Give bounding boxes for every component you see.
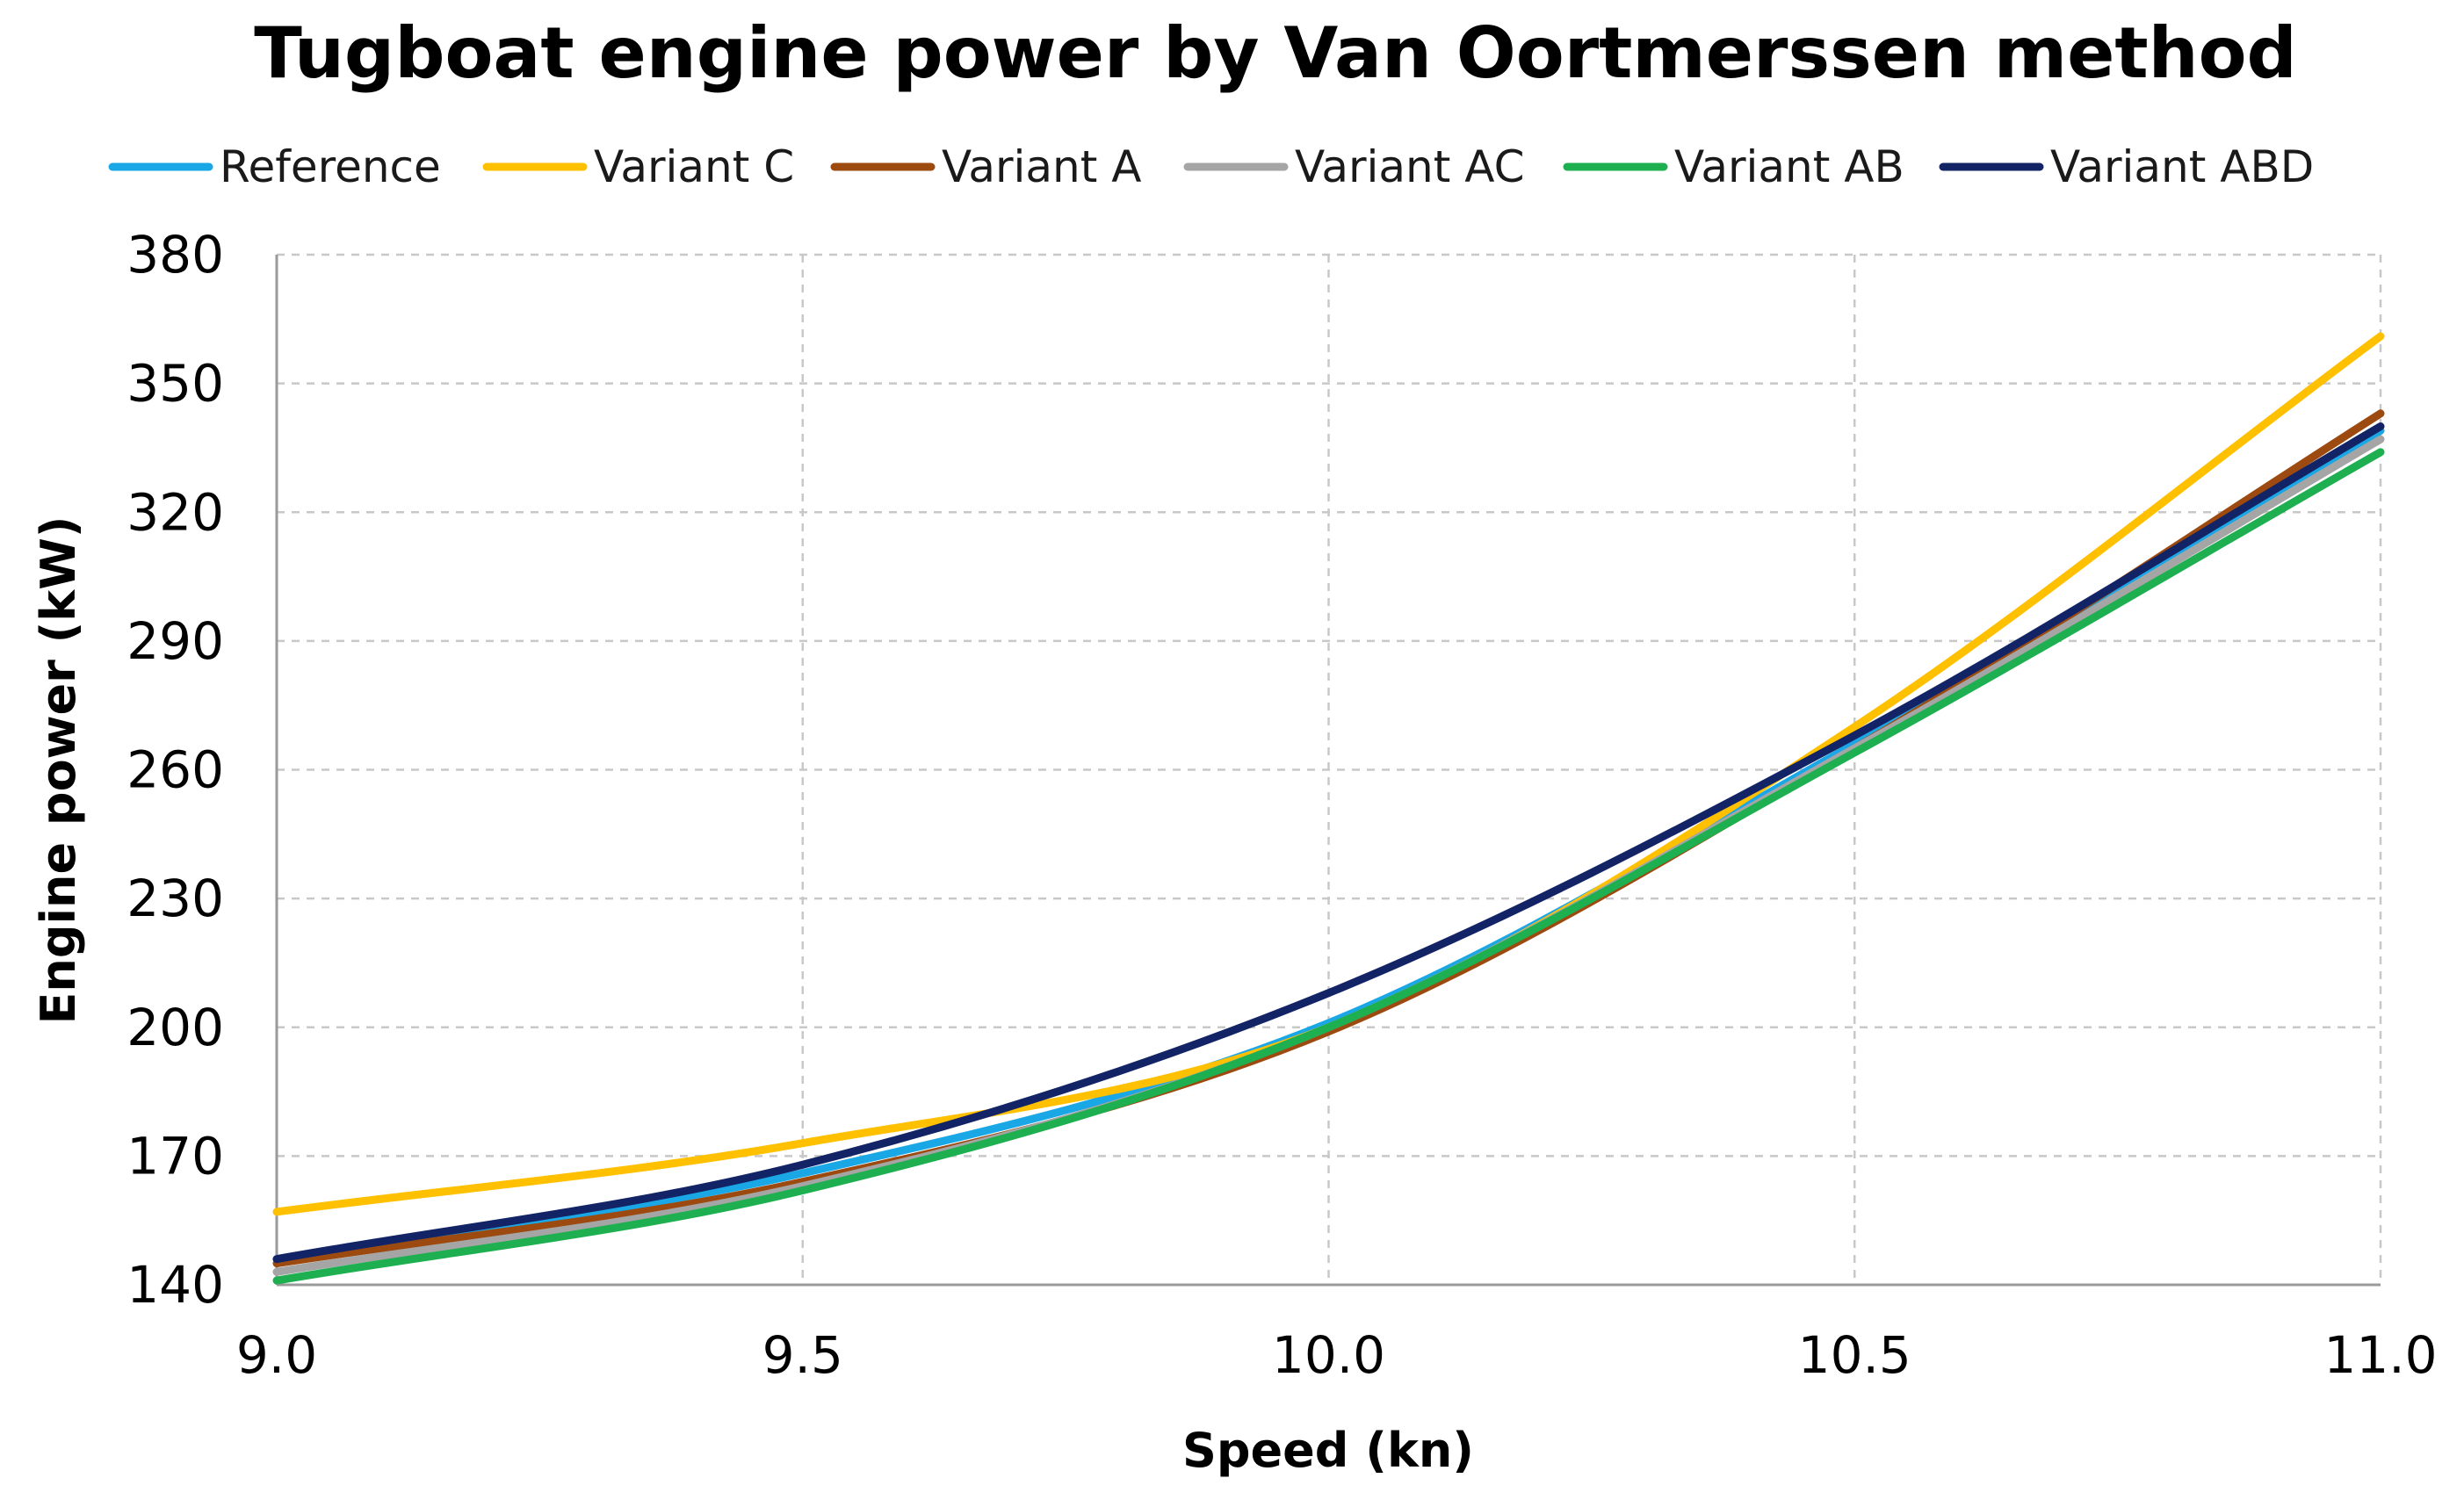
y-tick-label: 230 [126,869,224,928]
x-tick-label: 9.5 [762,1325,843,1385]
y-tick-label: 200 [126,998,224,1057]
x-tick-label: 9.0 [236,1325,317,1385]
y-tick-label: 260 [126,740,224,800]
legend: Reference Variant C Variant A Variant AC Var… [108,141,2314,192]
legend-label-variant-ab: Variant AB [1674,141,1904,192]
legend-label-variant-abd: Variant ABD [2050,141,2314,192]
legend-label-variant-a: Variant A [942,141,1141,192]
y-tick-label: 350 [126,354,224,414]
y-tick-label: 140 [126,1255,224,1315]
series-line-variant-ab [272,448,2385,1285]
series-lines [272,332,2385,1285]
x-tick-label: 11.0 [2323,1325,2437,1385]
series-line-variant-abd [272,422,2385,1264]
y-tick-labels: 140 170 200 230 260 290 320 350 380 [126,225,224,1315]
y-tick-label: 380 [126,225,224,285]
y-tick-label: 290 [126,611,224,671]
y-axis-label: Engine power (kW) [31,516,86,1025]
legend-label-reference: Reference [220,141,441,192]
y-tick-label: 320 [126,482,224,542]
grid [277,253,2382,1285]
legend-label-variant-ac: Variant AC [1295,141,1524,192]
y-tick-label: 170 [126,1126,224,1186]
x-axis-label: Speed (kn) [1182,1423,1474,1478]
x-tick-label: 10.0 [1272,1325,1385,1385]
axes [275,255,2381,1287]
chart-title: Tugboat engine power by Van Oortmerssen … [254,12,2297,94]
legend-label-variant-c: Variant C [594,141,794,192]
x-tick-labels: 9.0 9.5 10.0 10.5 11.0 [236,1325,2438,1385]
x-tick-label: 10.5 [1798,1325,1911,1385]
